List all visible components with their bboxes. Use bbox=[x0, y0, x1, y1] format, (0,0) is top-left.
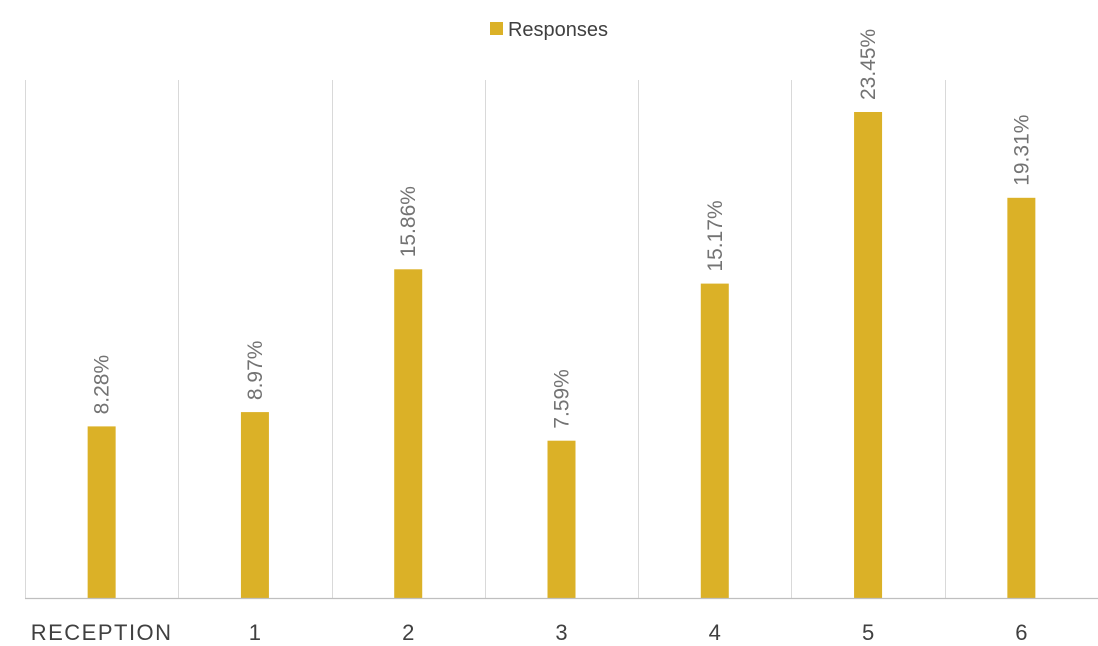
bar bbox=[240, 412, 269, 598]
category-label: RECEPTION bbox=[31, 620, 173, 645]
legend: Responses bbox=[0, 19, 1098, 42]
legend-label: Responses bbox=[507, 19, 609, 42]
category-label: 2 bbox=[402, 620, 414, 645]
data-label: 15.86% bbox=[397, 186, 420, 257]
bar bbox=[700, 283, 729, 598]
bar bbox=[87, 426, 116, 598]
category-label: 4 bbox=[709, 620, 721, 645]
bar bbox=[547, 440, 576, 598]
data-label: 23.45% bbox=[857, 29, 880, 100]
data-label: 8.97% bbox=[244, 341, 267, 401]
data-label: 7.59% bbox=[551, 369, 574, 429]
bar bbox=[854, 112, 883, 598]
data-label: 19.31% bbox=[1010, 115, 1033, 186]
data-label: 15.17% bbox=[704, 200, 727, 271]
legend-swatch bbox=[489, 22, 503, 36]
category-label: 1 bbox=[249, 620, 261, 645]
data-label: 8.28% bbox=[91, 355, 114, 415]
category-label: 5 bbox=[862, 620, 874, 645]
bar bbox=[1007, 197, 1036, 599]
category-label: 6 bbox=[1015, 620, 1027, 645]
category-label: 3 bbox=[555, 620, 567, 645]
bar bbox=[394, 269, 423, 598]
